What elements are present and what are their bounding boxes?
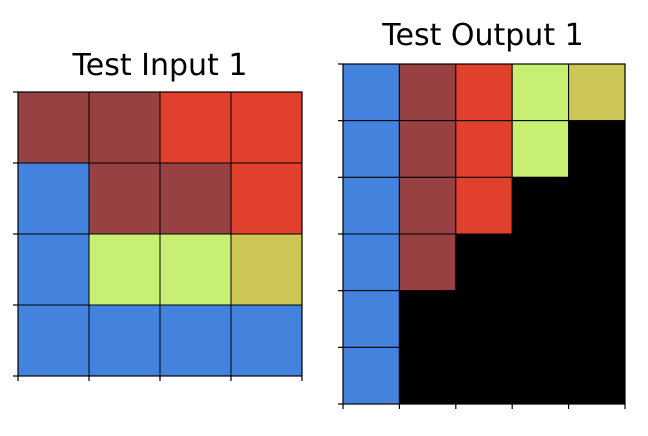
output-cell-r4-c2	[455, 290, 513, 348]
output-cell-r0-c4	[568, 63, 626, 122]
output-cell-r2-c1	[398, 176, 457, 235]
input-cell-r2-c0	[17, 233, 90, 306]
output-cell-r1-c4	[568, 120, 626, 178]
output-cell-r1-c3	[511, 120, 570, 178]
input-cell-r3-c0	[17, 304, 90, 377]
output-cell-r4-c0	[342, 290, 400, 348]
output-cell-r1-c1	[398, 120, 457, 178]
input-cell-r1-c1	[88, 162, 161, 235]
output-cell-r5-c1	[398, 346, 457, 405]
input-cell-r0-c0	[17, 91, 90, 164]
output-cell-r1-c2	[455, 120, 513, 178]
input-cell-r0-c3	[230, 91, 303, 164]
output-cell-r0-c3	[511, 63, 570, 122]
input-cell-r1-c2	[159, 162, 232, 235]
output-cell-r5-c0	[342, 346, 400, 405]
input-cell-r0-c1	[88, 91, 161, 164]
output-cell-r0-c1	[398, 63, 457, 122]
input-cell-r0-c2	[159, 91, 232, 164]
input-cell-r1-c0	[17, 162, 90, 235]
output-cell-r4-c3	[511, 290, 570, 348]
output-cell-r4-c1	[398, 290, 457, 348]
output-cell-r5-c3	[511, 346, 570, 405]
input-cell-r3-c1	[88, 304, 161, 377]
output-cell-r2-c4	[568, 176, 626, 235]
test-output-1-grid	[338, 63, 626, 409]
output-cell-r3-c2	[455, 233, 513, 292]
output-cell-r0-c0	[342, 63, 400, 122]
test-input-1-title: Test Input 1	[72, 48, 248, 83]
input-cell-r3-c2	[159, 304, 232, 377]
input-cell-r2-c2	[159, 233, 232, 306]
input-cell-r3-c3	[230, 304, 303, 377]
output-cell-r3-c1	[398, 233, 457, 292]
output-cell-r3-c3	[511, 233, 570, 292]
output-cell-r2-c3	[511, 176, 570, 235]
output-cell-r1-c0	[342, 120, 400, 178]
output-cell-r2-c0	[342, 176, 400, 235]
output-cell-r3-c0	[342, 233, 400, 292]
input-cell-r1-c3	[230, 162, 303, 235]
input-cell-r2-c1	[88, 233, 161, 306]
output-cell-r3-c4	[568, 233, 626, 292]
test-output-1-title: Test Output 1	[382, 18, 584, 53]
output-cell-r0-c2	[455, 63, 513, 122]
output-cell-r5-c2	[455, 346, 513, 405]
input-cell-r2-c3	[230, 233, 303, 306]
output-cell-r2-c2	[455, 176, 513, 235]
output-cell-r5-c4	[568, 346, 626, 405]
test-input-1-grid	[13, 91, 303, 381]
output-cell-r4-c4	[568, 290, 626, 348]
